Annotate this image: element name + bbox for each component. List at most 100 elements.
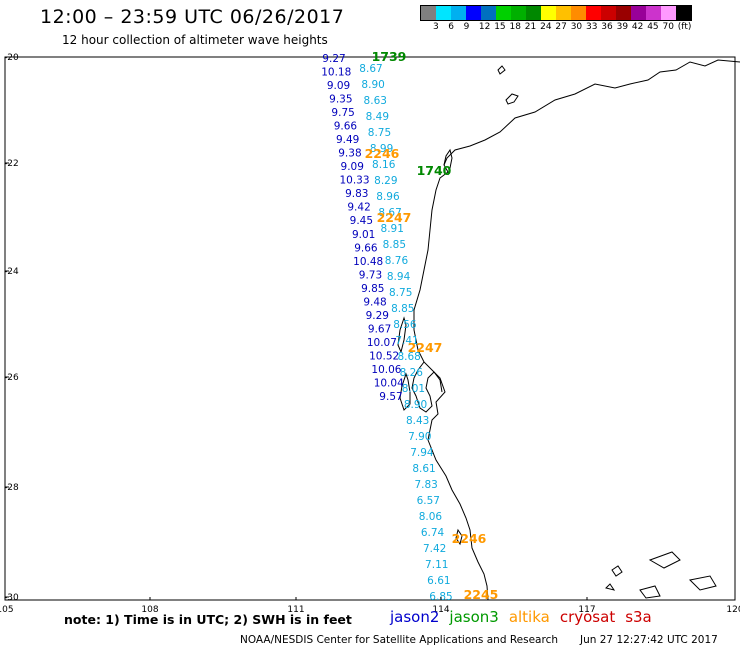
colorbar-swatch <box>646 6 661 20</box>
page-title: 12:00 – 23:59 UTC 06/26/2017 <box>40 6 345 28</box>
x-tick-label: 114 <box>432 605 449 615</box>
colorbar-swatch <box>556 6 571 20</box>
jason2-swh-value: 10.52 <box>369 350 399 362</box>
footer-timestamp: Jun 27 12:27:42 UTC 2017 <box>580 634 718 646</box>
y-tick-label: -30 <box>4 593 19 603</box>
jason3-swh-value: 8.67 <box>359 63 382 75</box>
pass-time-label: 2246 <box>365 146 400 161</box>
y-tick-label: -24 <box>4 267 19 277</box>
colorbar-label: 3 <box>433 22 439 32</box>
jason3-swh-value: 7.94 <box>410 447 434 459</box>
jason2-swh-value: 9.85 <box>361 283 384 295</box>
jason3-swh-value: 8.94 <box>387 271 411 283</box>
jason3-swh-value: 8.99 <box>370 143 393 155</box>
jason2-swh-value: 9.01 <box>352 229 375 241</box>
legend-cryosat: cryosat <box>559 608 616 626</box>
y-tick-label: -20 <box>4 53 19 63</box>
colorbar-label: 42 <box>631 22 644 32</box>
jason2-swh-value: 10.06 <box>371 364 401 376</box>
colorbar-swatch <box>676 6 691 20</box>
jason2-swh-value: 9.35 <box>329 94 352 106</box>
abrolhos-islands <box>455 528 463 546</box>
colorbar-swatch <box>601 6 616 20</box>
pass-time-label: 2245 <box>464 587 499 602</box>
barrow-island <box>505 93 519 105</box>
legend-jason2: jason2 <box>390 608 440 626</box>
colorbar-label: 9 <box>463 22 470 32</box>
colorbar-label: 30 <box>570 22 583 32</box>
colorbar-swatch <box>541 6 556 20</box>
jason3-swh-value: 8.67 <box>378 207 401 219</box>
y-tick-label: -22 <box>4 159 19 169</box>
jason3-swh-value: 7.90 <box>408 431 431 443</box>
colorbar-swatch <box>661 6 676 20</box>
colorbar-label: 24 <box>540 22 552 32</box>
colorbar-label: 18 <box>509 22 521 32</box>
legend-altika: altika <box>508 608 550 626</box>
colorbar-swatch <box>571 6 586 20</box>
jason3-swh-value: 8.01 <box>402 383 425 395</box>
jason2-swh-value: 10.48 <box>353 256 383 268</box>
jason3-swh-value: 8.85 <box>391 303 414 315</box>
jason3-swh-value: 8.56 <box>393 319 417 331</box>
small-islands-south <box>605 565 623 591</box>
jason2-swh-value: 9.29 <box>366 310 389 322</box>
jason3-swh-value: 8.49 <box>366 111 389 123</box>
jason2-swh-value: 9.38 <box>338 148 361 160</box>
jason3-swh-value: 8.90 <box>404 399 427 411</box>
jason3-swh-value: 8.75 <box>389 287 412 299</box>
jason3-swh-value: 7.83 <box>414 479 437 491</box>
jason2-swh-value: 9.49 <box>336 134 359 146</box>
x-tick-label: 111 <box>287 605 304 615</box>
page-subtitle: 12 hour collection of altimeter wave hei… <box>62 33 328 47</box>
colorbar-label: 12 <box>478 22 491 32</box>
jason2-swh-value: 10.18 <box>321 67 351 79</box>
x-tick-label: 105 <box>0 605 14 615</box>
colorbar-swatch <box>451 6 466 20</box>
jason3-swh-value: 8.75 <box>368 127 391 139</box>
montebello-islands <box>497 65 506 75</box>
footer-credit: NOAA/NESDIS Center for Satellite Applica… <box>240 634 558 646</box>
jason3-swh-value: 8.91 <box>381 223 404 235</box>
jason2-swh-value: 9.09 <box>341 161 364 173</box>
colorbar-label: 39 <box>616 22 629 32</box>
jason3-swh-value: 8.06 <box>419 511 443 523</box>
x-tick-label: 120 <box>726 605 740 615</box>
pass-time-label: 1739 <box>372 49 407 64</box>
pass-time-label: 2246 <box>452 531 487 546</box>
y-tick-label: -28 <box>4 483 19 493</box>
north-west-cape <box>443 148 453 176</box>
dirk-hartog-island <box>399 372 411 411</box>
colorbar-label: (ft) <box>677 22 692 32</box>
map-frame <box>4 56 736 601</box>
bernier-island <box>397 316 407 354</box>
colorbar-label: 15 <box>494 22 506 32</box>
colorbar-swatch <box>466 6 481 20</box>
colorbar-swatch <box>436 6 451 20</box>
jason3-swh-value: 6.74 <box>421 527 445 539</box>
jason2-swh-value: 9.45 <box>350 215 373 227</box>
colorbar-swatch <box>631 6 646 20</box>
jason3-swh-value: 8.68 <box>397 351 420 363</box>
colorbar-label: 27 <box>555 22 567 32</box>
jason2-swh-value: 9.09 <box>327 80 350 92</box>
colorbar-swatch <box>586 6 601 20</box>
jason3-swh-value: 8.43 <box>406 415 429 427</box>
colorbar-swatch <box>511 6 526 20</box>
jason2-swh-value: 9.42 <box>347 202 370 214</box>
x-tick-label: 117 <box>578 605 595 615</box>
colorbar-swatch <box>616 6 631 20</box>
jason2-swh-value: 10.04 <box>374 377 404 389</box>
jason3-swh-value: 8.16 <box>372 159 396 171</box>
colorbar-swatch <box>421 6 436 20</box>
jason3-swh-value: 8.61 <box>412 463 435 475</box>
jason3-swh-value: 8.96 <box>376 191 400 203</box>
pass-time-label: 2247 <box>377 210 412 225</box>
colorbar-swatch <box>481 6 496 20</box>
pass-time-label: 2247 <box>408 340 443 355</box>
note-text: note: 1) Time is in UTC; 2) SWH is in fe… <box>64 612 352 627</box>
jason2-swh-value: 9.48 <box>363 296 386 308</box>
jason3-swh-value: 8.85 <box>383 239 406 251</box>
jason2-swh-value: 9.67 <box>368 323 391 335</box>
